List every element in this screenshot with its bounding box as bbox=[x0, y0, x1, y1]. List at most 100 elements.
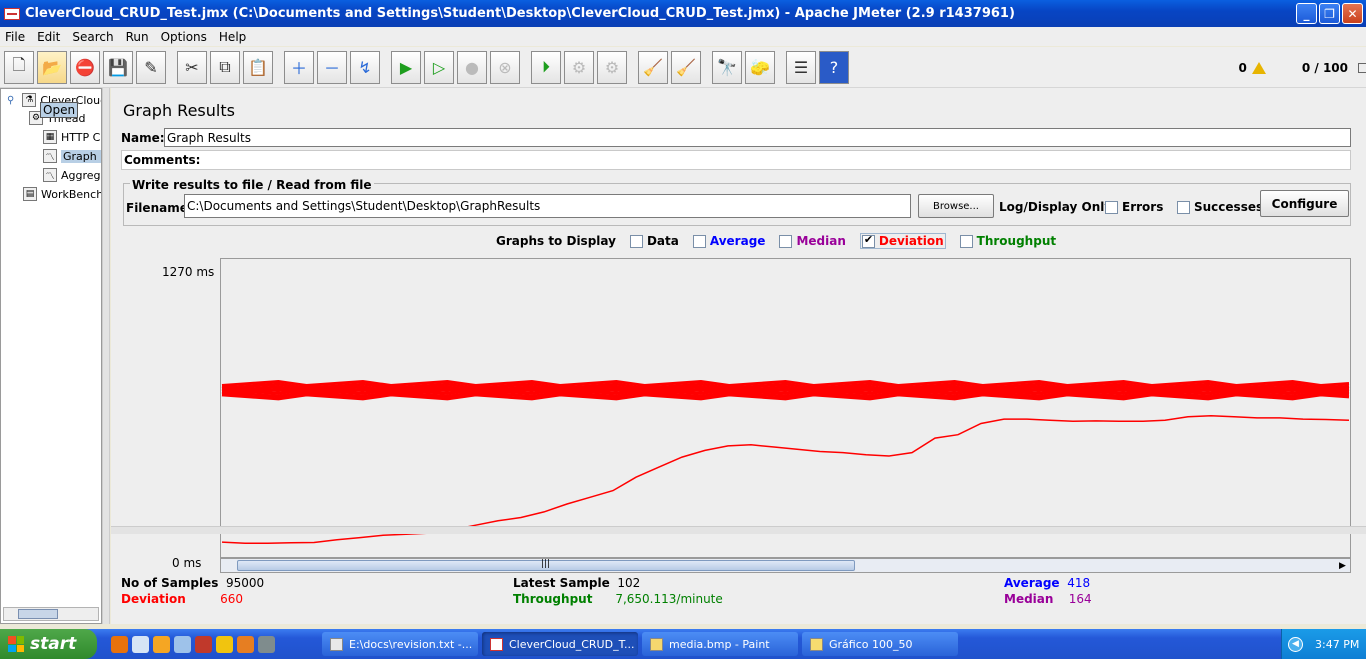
graph-horizontal-scrollbar[interactable]: ||| ▶ bbox=[220, 558, 1351, 573]
workbench-icon: ▤ bbox=[23, 187, 37, 201]
flask-icon: ⚗ bbox=[22, 93, 37, 107]
remote-stop-icon[interactable]: ⚙ bbox=[564, 50, 594, 84]
tools-icon[interactable] bbox=[216, 635, 233, 653]
configure-button[interactable]: Configure bbox=[1260, 190, 1349, 217]
y-axis-min-label: 0 ms bbox=[172, 556, 202, 570]
copy-icon[interactable]: ⧉ bbox=[210, 50, 240, 84]
open-icon[interactable]: 📂 bbox=[37, 50, 67, 84]
tray-expand-icon[interactable]: ◀ bbox=[1288, 636, 1303, 652]
data-checkbox[interactable]: Data bbox=[629, 234, 679, 248]
shutdown-icon[interactable]: ⊗ bbox=[490, 50, 520, 84]
menu-run[interactable]: Run bbox=[125, 29, 149, 44]
browse-button[interactable]: Browse... bbox=[918, 194, 994, 218]
tree-expand-icon[interactable]: ⚲ bbox=[7, 94, 15, 106]
latest-sample-value: 102 bbox=[617, 576, 641, 590]
task-label: CleverCloud_CRUD_T... bbox=[509, 637, 635, 651]
successes-checkbox[interactable]: Successes bbox=[1177, 200, 1263, 214]
function-helper-icon[interactable]: ☰ bbox=[786, 50, 816, 84]
tree-scroll-thumb[interactable] bbox=[18, 609, 58, 619]
collapse-icon[interactable]: － bbox=[317, 50, 347, 84]
task-paint[interactable]: media.bmp - Paint bbox=[642, 632, 798, 656]
clear-all-icon[interactable]: 🧹 bbox=[671, 50, 701, 84]
deviation-option-label: Deviation bbox=[878, 234, 944, 248]
deviation-band-trace bbox=[221, 382, 1350, 390]
firefox-icon[interactable] bbox=[111, 635, 128, 653]
search-icon[interactable]: 🔭 bbox=[712, 50, 742, 84]
java-icon[interactable] bbox=[195, 635, 212, 653]
start-icon[interactable]: ▶ bbox=[391, 50, 421, 84]
paste-icon[interactable]: 📋 bbox=[243, 50, 273, 84]
tree-item-http-config[interactable]: ▦ HTTP C bbox=[43, 128, 100, 146]
outlook-icon[interactable] bbox=[174, 635, 191, 653]
name-field[interactable] bbox=[164, 128, 1351, 147]
menu-search[interactable]: Search bbox=[72, 29, 114, 44]
network-icon[interactable] bbox=[258, 635, 275, 653]
toggle-icon[interactable]: ↯ bbox=[350, 50, 380, 84]
start-label: start bbox=[30, 634, 77, 654]
checkbox-box[interactable] bbox=[629, 234, 643, 248]
average-option-label: Average bbox=[709, 234, 766, 248]
throughput-checkbox[interactable]: Throughput bbox=[959, 234, 1057, 248]
remote-shutdown-icon[interactable]: ⚙ bbox=[597, 50, 627, 84]
task-jmeter[interactable]: CleverCloud_CRUD_T... bbox=[482, 632, 638, 656]
task-notepad[interactable]: E:\docs\revision.txt -... bbox=[322, 632, 478, 656]
remote-start-icon[interactable]: ⏵ bbox=[531, 50, 561, 84]
graph-scroll-thumb[interactable] bbox=[237, 560, 855, 571]
checkbox-box[interactable] bbox=[959, 234, 973, 248]
tree-item-graph-results[interactable]: 〽 Graph R bbox=[43, 147, 101, 165]
notepad-icon[interactable] bbox=[132, 635, 149, 653]
comments-label: Comments: bbox=[124, 153, 201, 167]
close-button[interactable]: ✕ bbox=[1342, 3, 1363, 24]
close-file-icon[interactable]: ⛔ bbox=[70, 50, 100, 84]
menu-file[interactable]: File bbox=[5, 29, 26, 44]
samples-value: 95000 bbox=[225, 576, 265, 590]
reset-search-icon[interactable]: 🧽 bbox=[745, 50, 775, 84]
warning-icon[interactable] bbox=[1251, 61, 1266, 74]
start-button[interactable]: start bbox=[0, 629, 97, 659]
app-icon[interactable] bbox=[153, 635, 170, 653]
menu-options[interactable]: Options bbox=[160, 29, 207, 44]
start-no-pauses-icon[interactable]: ▷ bbox=[424, 50, 454, 84]
file-panel: Write results to file / Read from file F… bbox=[123, 178, 1351, 226]
maximize-button[interactable]: ❐ bbox=[1319, 3, 1340, 24]
deviation-checkbox[interactable]: Deviation bbox=[859, 233, 946, 249]
bottom-divider[interactable] bbox=[111, 526, 1366, 534]
scroll-right-icon[interactable]: ▶ bbox=[1339, 560, 1346, 571]
average-checkbox[interactable]: Average bbox=[692, 234, 766, 248]
expand-icon[interactable]: ＋ bbox=[284, 50, 314, 84]
checkbox-box[interactable] bbox=[779, 234, 793, 248]
help-icon[interactable]: ? bbox=[819, 50, 849, 84]
throughput-option-label: Throughput bbox=[976, 234, 1057, 248]
errors-checkbox[interactable]: Errors bbox=[1105, 200, 1163, 214]
minimize-button[interactable]: _ bbox=[1296, 3, 1317, 24]
clear-icon[interactable]: 🧹 bbox=[638, 50, 668, 84]
stop-icon[interactable]: ● bbox=[457, 50, 487, 84]
cut-icon[interactable]: ✂ bbox=[177, 50, 207, 84]
save-icon[interactable]: 💾 bbox=[103, 50, 133, 84]
checkbox-box[interactable] bbox=[692, 234, 706, 248]
deviation-band-trace bbox=[221, 385, 1350, 393]
tree-horizontal-scrollbar[interactable] bbox=[3, 607, 99, 621]
checkbox-box-checked[interactable] bbox=[861, 233, 875, 248]
task-label: media.bmp - Paint bbox=[669, 637, 770, 651]
menu-help[interactable]: Help bbox=[218, 29, 247, 44]
comments-field[interactable]: Comments: bbox=[121, 150, 1351, 170]
save-as-icon[interactable]: ✎ bbox=[136, 50, 166, 84]
errors-checkbox-box[interactable] bbox=[1105, 200, 1118, 214]
open-tooltip: Open bbox=[40, 102, 79, 118]
latest-sample-stat: Latest Sample 102 bbox=[513, 576, 640, 590]
jmeter-app-icon bbox=[4, 7, 20, 20]
median-checkbox[interactable]: Median bbox=[779, 234, 846, 248]
media-icon[interactable] bbox=[237, 635, 254, 653]
graphs-to-display-label: Graphs to Display bbox=[496, 234, 616, 248]
filename-field[interactable] bbox=[184, 194, 911, 218]
successes-checkbox-box[interactable] bbox=[1177, 200, 1190, 214]
tree-item-aggregate[interactable]: 〽 Aggreg bbox=[43, 166, 101, 184]
task-folder[interactable]: Gráfico 100_50 bbox=[802, 632, 958, 656]
tree-item-workbench[interactable]: ▤ WorkBench bbox=[23, 185, 101, 203]
thread-group-icon: ⚙ bbox=[29, 111, 43, 125]
task-label: Gráfico 100_50 bbox=[829, 637, 913, 651]
menu-edit[interactable]: Edit bbox=[37, 29, 61, 44]
split-pane-divider[interactable] bbox=[102, 88, 110, 624]
new-icon[interactable]: 🗋 bbox=[4, 50, 34, 84]
